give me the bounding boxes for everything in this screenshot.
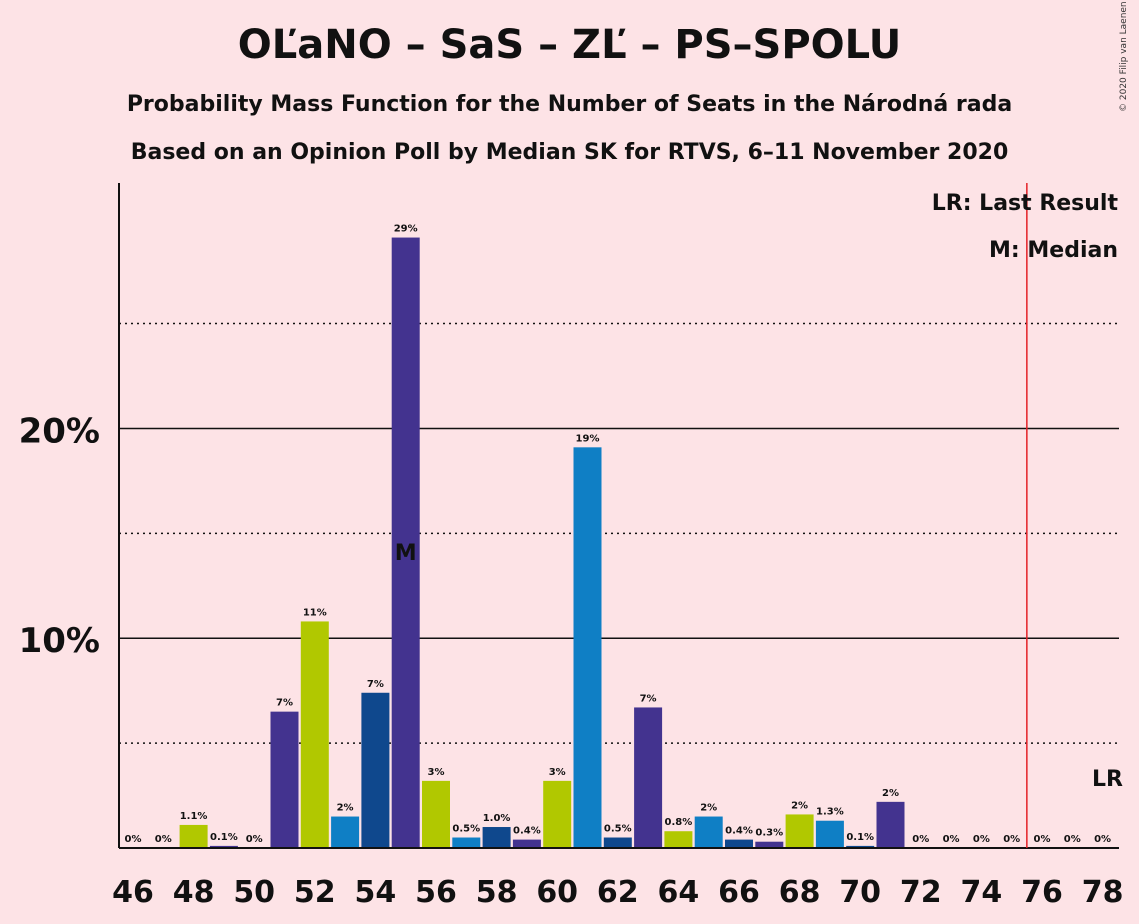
y-tick-label: 20%	[19, 411, 100, 451]
bar	[331, 816, 360, 848]
x-tick-label: 46	[112, 875, 154, 910]
bar	[573, 447, 602, 848]
bar-label: 7%	[367, 679, 384, 690]
legend-median: M: Median	[989, 238, 1118, 263]
bars	[179, 237, 905, 848]
bar	[634, 707, 663, 848]
x-axis-ticks: 46 48 50 52 54 56 58 60 62 64 66 68 70 72 74 76 78	[112, 875, 1123, 910]
bar	[603, 837, 632, 848]
median-marker: M	[395, 541, 417, 566]
bar-label: 0.5%	[604, 824, 632, 835]
bar	[755, 841, 784, 848]
bar-label: 2%	[700, 803, 717, 814]
bar	[846, 845, 875, 848]
x-tick-label: 56	[415, 875, 457, 910]
bar-label: 0%	[1003, 834, 1020, 845]
bar	[361, 692, 390, 848]
bar-labels: 0% 0%1.1%0.1% 0%7%11%2%7%29%3%0.5%1.0%0.4%…	[125, 224, 1112, 845]
x-tick-label: 52	[294, 875, 336, 910]
x-tick-label: 68	[779, 875, 821, 910]
bar	[815, 820, 844, 848]
bar	[270, 711, 299, 848]
bar-label: 19%	[576, 433, 600, 444]
bar-label: 0.4%	[513, 826, 541, 837]
y-tick-label: 10%	[19, 621, 100, 661]
x-tick-label: 76	[1021, 875, 1063, 910]
bar-label: 0.4%	[725, 826, 753, 837]
bar-label: 1.1%	[180, 811, 208, 822]
bar	[209, 845, 238, 848]
chart-subtitle-2: Based on an Opinion Poll by Median SK fo…	[130, 140, 1009, 165]
bar-label: 3%	[549, 767, 566, 778]
bar-label: 2%	[337, 803, 354, 814]
legend-last-result: LR: Last Result	[932, 191, 1119, 216]
x-tick-label: 58	[476, 875, 518, 910]
bar	[452, 837, 481, 848]
bar-label: 0%	[912, 834, 929, 845]
bar-label: 2%	[791, 800, 808, 811]
bar	[482, 827, 511, 848]
x-tick-label: 54	[355, 875, 397, 910]
bar-label: 0%	[1064, 834, 1081, 845]
bar-label: 0.8%	[665, 817, 693, 828]
bar-label: 7%	[276, 698, 293, 709]
bar	[422, 780, 450, 848]
bar	[725, 839, 753, 848]
gridlines	[119, 322, 1119, 744]
bar	[664, 831, 693, 848]
x-tick-label: 70	[839, 875, 881, 910]
x-tick-label: 60	[536, 875, 578, 910]
bar-label: 29%	[394, 224, 418, 235]
bar-label: 0%	[973, 834, 990, 845]
x-tick-label: 74	[961, 875, 1003, 910]
last-result-marker: LR	[1092, 767, 1123, 792]
bar-label: 0.1%	[846, 832, 874, 843]
bar-label: 0.3%	[755, 828, 783, 839]
bar-label: 1.3%	[816, 807, 844, 818]
bar-label: 7%	[640, 693, 657, 704]
y-axis-ticks: 10% 20%	[19, 411, 100, 661]
bar-label: 0%	[125, 834, 142, 845]
x-tick-label: 48	[173, 875, 215, 910]
bar	[694, 816, 723, 848]
bar-label: 0%	[943, 834, 960, 845]
bar	[876, 801, 905, 848]
bar-label: 0.1%	[210, 832, 238, 843]
bar-label: 0%	[1094, 834, 1111, 845]
bar	[391, 237, 420, 848]
x-tick-label: 64	[658, 875, 700, 910]
x-tick-label: 62	[597, 875, 639, 910]
chart-title: OĽaNO – SaS – ZĽ – PS–SPOLU	[237, 22, 902, 68]
bar	[179, 824, 208, 848]
bar-label: 2%	[882, 788, 899, 799]
x-tick-label: 66	[718, 875, 760, 910]
bar-label: 0%	[1034, 834, 1051, 845]
chart-subtitle: Probability Mass Function for the Number…	[126, 92, 1013, 117]
bar	[785, 814, 814, 848]
bar-label: 0%	[155, 834, 172, 845]
x-tick-label: 78	[1082, 875, 1124, 910]
x-tick-label: 50	[233, 875, 275, 910]
bar-label: 3%	[428, 767, 445, 778]
bar	[512, 839, 541, 848]
x-tick-label: 72	[900, 875, 942, 910]
bar-label: 0.5%	[452, 824, 480, 835]
bar-label: 0%	[246, 834, 263, 845]
bar	[543, 780, 572, 848]
bar	[300, 621, 329, 848]
bar-label: 11%	[303, 607, 327, 618]
bar-label: 1.0%	[483, 813, 511, 824]
